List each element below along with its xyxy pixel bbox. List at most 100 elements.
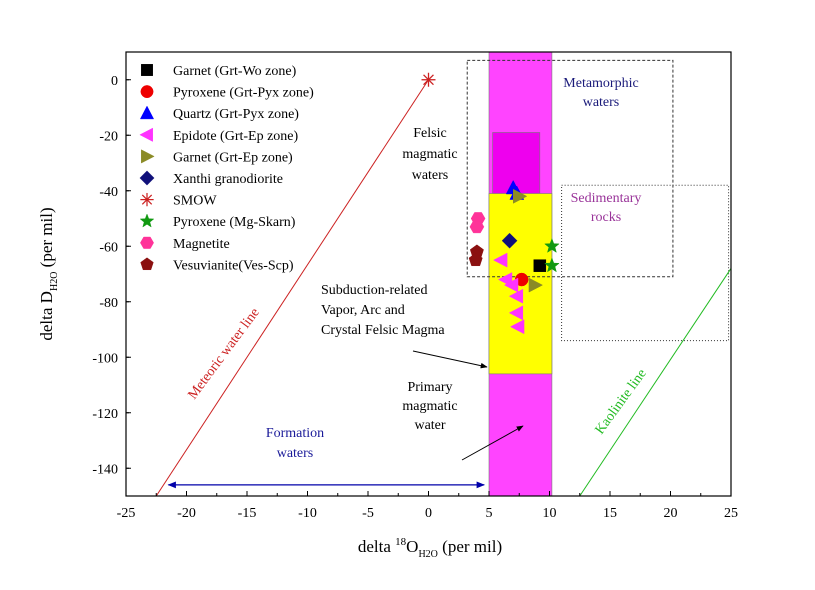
y-tick-label: -80 [99, 296, 118, 311]
annotation-subduction-line: Subduction-related [321, 283, 428, 298]
line-meteoric-water-line [155, 79, 429, 496]
legend-marker-pyroxene-grt-pyx-zone [140, 85, 154, 99]
point-epidote-grt-ep-zone [509, 319, 525, 335]
annotation-felsic-line: Felsic [413, 126, 446, 141]
x-axis-title-main: O [406, 537, 418, 556]
region-sedimentary-rocks-box [561, 184, 730, 342]
points-layer [421, 72, 560, 335]
x-tick-label: 0 [425, 506, 432, 521]
point-garnet-grt-ep-zone [528, 277, 544, 293]
annotation-felsic-line: magmatic [402, 147, 457, 162]
arrow-primary-pointer [461, 425, 524, 461]
legend-label: Pyroxene (Mg-Skarn) [173, 215, 296, 230]
legend-label: Epidote (Grt-Ep zone) [173, 129, 299, 144]
annotation-formation: Formation waters [266, 426, 324, 461]
annotation-subduction-line: Vapor, Arc and [321, 303, 405, 318]
x-axis-title-post: (per mil) [438, 537, 502, 556]
legend-marker-smow [140, 192, 154, 207]
point-magnetite [469, 220, 485, 234]
legend-marker-quartz-grt-pyx-zone [139, 105, 155, 120]
annotation-sedimentary-line: Sedimentary [571, 191, 642, 206]
y-axis-title-main: delta D [37, 291, 56, 341]
legend-label: Pyroxene (Grt-Pyx zone) [173, 86, 314, 101]
x-tick-label: -10 [298, 506, 317, 521]
line-kaolinite-line [579, 268, 731, 496]
point-xanthi-granodiorite [501, 232, 518, 249]
annotation-kaolinite: Kaolinite line [593, 367, 650, 438]
annotation-primary-line: magmatic [402, 399, 457, 414]
legend-marker-vesuvianite-ves-scp [140, 257, 154, 271]
legend-label: SMOW [173, 194, 217, 209]
y-tick-label: -20 [99, 129, 118, 144]
arrow-subduction-pointer [412, 350, 488, 369]
point-epidote-grt-ep-zone [493, 252, 508, 268]
annotation-formation-line: waters [277, 446, 314, 461]
legend-marker-garnet-grt-ep-zone [141, 149, 155, 164]
annotation-primary: Primary magmatic water [402, 380, 457, 433]
y-tick-label: -120 [92, 407, 118, 422]
legend-label: Vesuvianite(Ves-Scp) [173, 258, 294, 273]
annotation-meteoric-line: Meteoric water line [186, 305, 263, 402]
annotation-primary-line: water [414, 418, 445, 433]
legend-marker-pyroxene-mg-skarn [139, 213, 155, 228]
y-tick-label: -60 [99, 240, 118, 255]
legend: Garnet (Grt-Wo zone) Pyroxene (Grt-Pyx zo… [139, 64, 314, 273]
legend-label: Quartz (Grt-Pyx zone) [173, 107, 299, 122]
x-axis-title: delta 18OH2O (per mil) [358, 536, 502, 560]
x-tick-label: -20 [177, 506, 196, 521]
annotation-subduction-line: Crystal Felsic Magma [321, 323, 445, 338]
legend-marker-garnet-grt-wo-zone [141, 64, 153, 76]
annotation-meteoric: Meteoric water line [186, 305, 263, 402]
point-epidote-grt-ep-zone [508, 288, 524, 304]
point-garnet-grt-ep-zone [513, 188, 528, 204]
annotation-sedimentary-line: rocks [591, 210, 621, 225]
point-smow [421, 72, 436, 87]
legend-label: Garnet (Grt-Wo zone) [173, 64, 297, 79]
legend-label: Garnet (Grt-Ep zone) [173, 150, 293, 165]
x-tick-label: 20 [664, 506, 678, 521]
legend-marker-epidote-grt-ep-zone [139, 127, 153, 142]
x-tick-label: 25 [724, 506, 738, 521]
y-axis-title-sub: H2O [49, 272, 60, 291]
annotation-subduction: Subduction-related Vapor, Arc and Crystal … [321, 283, 445, 338]
x-tick-label: -25 [117, 506, 136, 521]
annotation-metamorphic: Metamorphic waters [563, 76, 638, 110]
annotation-kaolinite-line: Kaolinite line [593, 367, 650, 438]
annotation-metamorphic-line: Metamorphic [563, 76, 638, 91]
axes-layer: -25 -20 -15 -10 -5 0 5 10 15 20 25 0 -20 -40 -60 -80 -10… [92, 74, 738, 521]
y-tick-label: -140 [92, 462, 118, 477]
x-axis-title-sup: 18 [395, 536, 407, 548]
x-tick-label: 15 [603, 506, 617, 521]
y-tick-label: -100 [92, 351, 118, 366]
annotation-felsic: Felsic magmatic waters [402, 126, 457, 183]
region-metamorphic-waters-box [466, 59, 674, 278]
lines-layer [155, 79, 731, 496]
point-garnet-grt-wo-zone [533, 259, 547, 272]
x-tick-label: 5 [486, 506, 493, 521]
x-tick-label: 10 [543, 506, 557, 521]
x-tick-label: -5 [362, 506, 374, 521]
annotation-formation-line: Formation [266, 426, 324, 441]
annotation-felsic-line: waters [412, 168, 449, 183]
annotation-metamorphic-line: waters [583, 95, 620, 110]
y-tick-label: 0 [111, 74, 118, 89]
legend-marker-xanthi-granodiorite [139, 170, 155, 186]
y-axis-title-post: (per mil) [37, 207, 56, 271]
legend-marker-magnetite [140, 236, 154, 249]
y-axis-title: delta DH2O (per mil) [37, 207, 60, 340]
point-pyroxene-mg-skarn [544, 238, 560, 253]
legend-label: Magnetite [173, 237, 230, 252]
y-tick-label: -40 [99, 185, 118, 200]
annotation-sedimentary: Sedimentary rocks [571, 191, 642, 225]
x-axis-title-sub: H2O [418, 549, 437, 560]
point-vesuvianite-ves-scp [468, 252, 483, 267]
point-epidote-grt-ep-zone [508, 305, 524, 321]
point-pyroxene-mg-skarn [544, 257, 560, 273]
x-axis-title-pre: delta [358, 537, 395, 556]
legend-label: Xanthi granodiorite [173, 172, 283, 187]
x-tick-label: -15 [238, 506, 257, 521]
pointer-arrows-layer [412, 350, 524, 461]
point-epidote-grt-ep-zone [503, 277, 519, 293]
annotation-primary-line: Primary [407, 380, 452, 395]
